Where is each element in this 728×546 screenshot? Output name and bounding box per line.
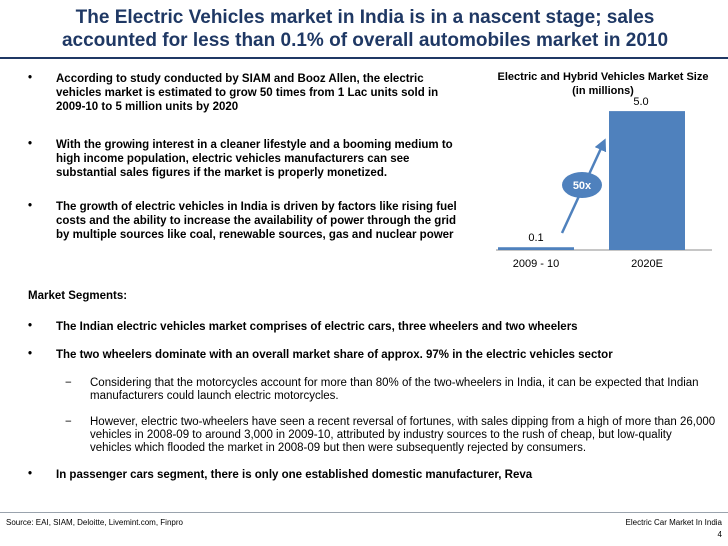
x-tick-label-2020e: 2020E [631,258,663,270]
bar-2020e [609,111,685,250]
title-divider [0,57,728,59]
dash-marker: − [65,416,72,428]
footer-divider [0,512,728,513]
chart-title-main: Electric and Hybrid Vehicles Market Size [497,71,709,83]
chart-title-sub: (in millions) [572,85,634,97]
bar-2009-10 [498,247,574,250]
growth-badge [562,172,602,198]
sub-bullet-2: However, electric two-wheelers have seen… [90,416,716,454]
bullet-marker: • [28,138,33,150]
slide-title: The Electric Vehicles market in India is… [20,6,710,52]
sub-bullet-1: Considering that the motorcycles account… [90,377,699,402]
segment-bullet-3: In passenger cars segment, there is only… [56,469,533,481]
title-line-2: accounted for less than 0.1% of overall … [61,30,669,51]
bullet-marker: • [28,320,33,332]
value-label-2009-10: 0.1 [528,232,543,244]
deck-title: Electric Car Market In India [625,518,722,527]
value-label-2020e: 5.0 [633,96,648,108]
source-note: Source: EAI, SIAM, Deloitte, Livemint.co… [6,518,183,527]
bullet-text-2: With the growing interest in a cleaner l… [56,139,453,179]
title-line-1: The Electric Vehicles market in India is… [75,7,655,28]
segment-bullet-2: The two wheelers dominate with an overal… [56,349,613,361]
bullet-text-3: The growth of electric vehicles in India… [56,201,457,241]
chart-title: Electric and Hybrid Vehicles Market Size… [480,70,726,98]
page-number: 4 [717,530,722,539]
segment-bullet-1: The Indian electric vehicles market comp… [56,321,578,333]
x-tick-label-2009-10: 2009 - 10 [513,258,559,270]
dash-marker: − [65,377,72,389]
bullet-text-1: According to study conducted by SIAM and… [56,73,439,113]
growth-badge-label: 50x [573,180,592,192]
bullet-marker: • [28,200,33,212]
bullet-marker: • [28,468,33,480]
bullet-marker: • [28,72,33,84]
bullet-marker: • [28,348,33,360]
segments-heading: Market Segments: [28,290,128,302]
